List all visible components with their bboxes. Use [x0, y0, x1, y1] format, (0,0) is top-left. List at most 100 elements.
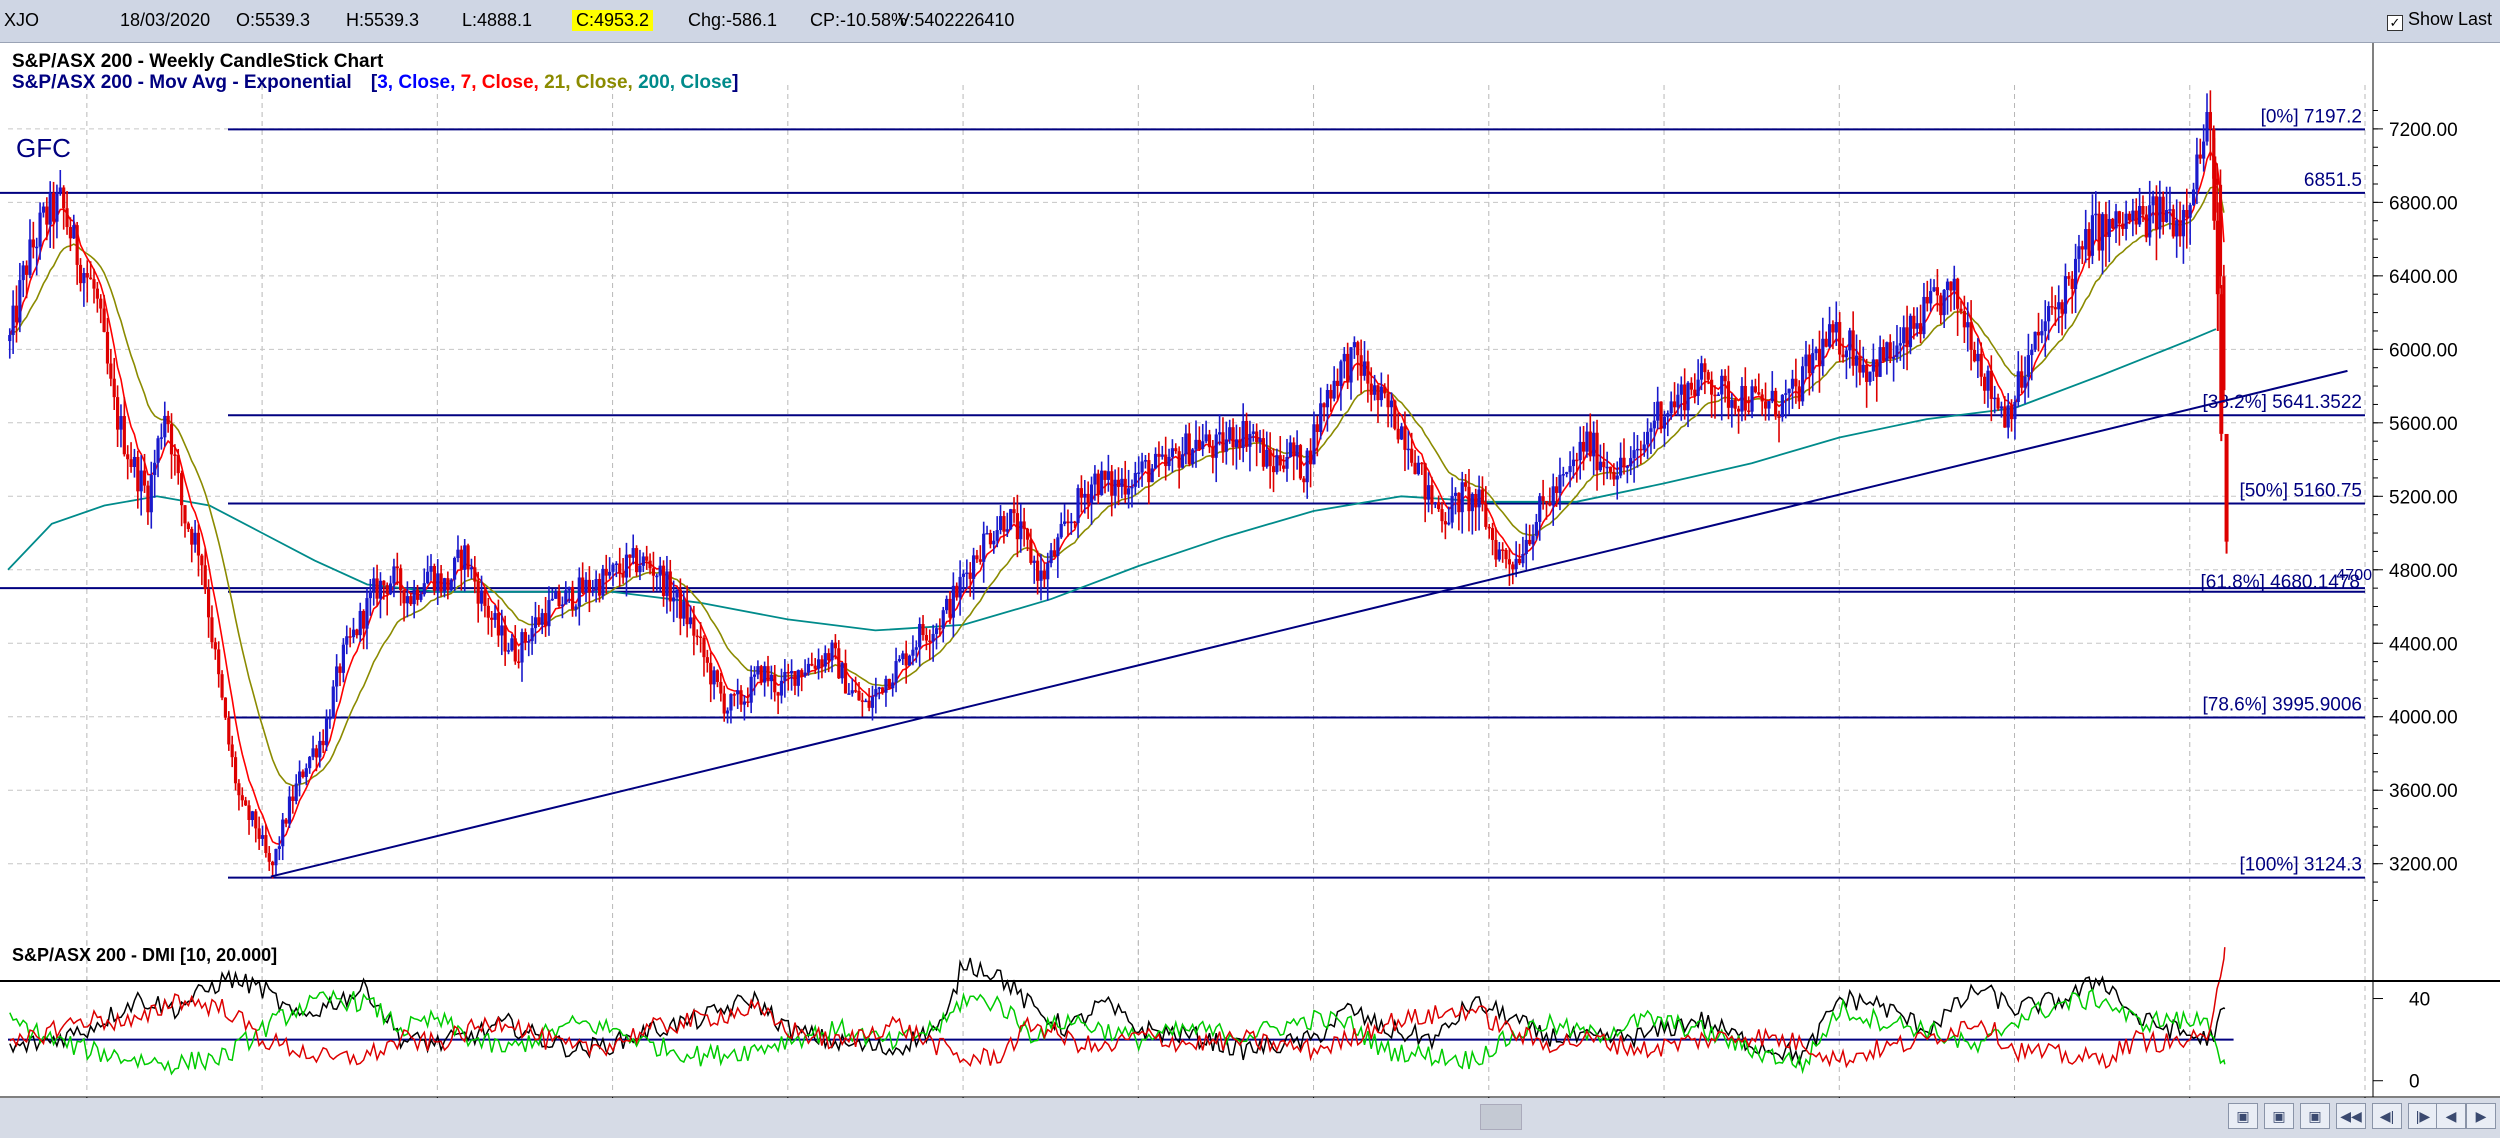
candle-body — [2168, 209, 2172, 211]
chart-canvas[interactable]: [0%] 7197.2 6851.5 [38.2%] 5641.3522 [50%] … — [0, 43, 2500, 1098]
candle-body — [864, 700, 868, 703]
checkbox-icon[interactable]: ✓ — [2386, 15, 2403, 31]
candle-body — [1524, 539, 1528, 555]
candle-body — [1848, 330, 1852, 351]
candle-body — [2202, 141, 2206, 159]
candle-body — [1531, 535, 1535, 545]
candle-body — [978, 559, 982, 562]
candle-body — [965, 572, 969, 575]
fib-label: [38.2%] 5641.3522 — [2202, 392, 2362, 413]
candle-body — [651, 568, 656, 576]
candle-body — [1487, 526, 1491, 529]
candle-body — [446, 578, 450, 591]
candle-body — [51, 192, 56, 222]
candle-body — [1605, 466, 1609, 469]
candle-body — [1127, 488, 1131, 495]
scrollbar-thumb[interactable] — [1480, 1104, 1522, 1130]
candle-body — [247, 805, 251, 820]
candle-body — [2178, 220, 2182, 237]
candle-body — [2131, 210, 2135, 221]
candle-body — [284, 819, 288, 824]
candle-body — [1110, 471, 1114, 496]
candle-body — [1817, 348, 1822, 367]
candle-body — [550, 598, 554, 601]
candle-body — [1854, 355, 1859, 366]
candle-body — [1807, 354, 1811, 374]
candle-body — [1801, 366, 1805, 402]
candle-body — [1025, 528, 1030, 540]
candle-body — [230, 744, 234, 758]
candle-body — [1699, 363, 1704, 380]
candle-body — [732, 694, 736, 696]
candle-body — [186, 523, 190, 529]
candle-body — [2040, 331, 2044, 336]
zoom-out-icon[interactable]: ▣ — [2228, 1103, 2258, 1129]
candle-body — [473, 567, 477, 582]
zoom-in-icon[interactable]: ▣ — [2264, 1103, 2294, 1129]
candle-body — [1352, 342, 1356, 348]
candle-body — [712, 670, 716, 685]
dmi-y-tick-label: 40 — [2409, 990, 2430, 1011]
candle-body — [193, 532, 197, 545]
candle-body — [739, 690, 743, 705]
candle-body — [1868, 371, 1872, 382]
candle-body — [2090, 215, 2095, 256]
zoom-fit-icon[interactable]: ▣ — [2300, 1103, 2330, 1129]
candle-body — [1308, 450, 1313, 465]
candle-body — [115, 397, 120, 430]
candle-body — [291, 796, 295, 801]
candle-body — [1164, 454, 1168, 467]
scroll-forward-icon[interactable]: ▶ — [2466, 1103, 2496, 1129]
scroll-back-icon[interactable]: ◀ — [2436, 1103, 2466, 1129]
candle-body — [335, 666, 339, 687]
candle-body — [1517, 558, 1522, 564]
candle-body — [1325, 390, 1330, 408]
ema7-path — [9, 149, 2225, 846]
scroll-first-icon[interactable]: ◀◀ — [2336, 1103, 2366, 1129]
candle-body — [308, 756, 312, 769]
candle-body — [1002, 516, 1006, 532]
candle-body — [648, 560, 652, 569]
candle-body — [1750, 386, 1754, 412]
candle-body — [1986, 370, 1990, 391]
candle-body — [452, 558, 457, 580]
y-tick-label: 6800.00 — [2389, 193, 2458, 214]
candle-body — [1723, 375, 1727, 382]
candle-body — [2148, 205, 2152, 238]
ma-legend-bracket-open: [ — [371, 72, 378, 93]
candle-body — [1426, 485, 1431, 500]
scroll-page-back-icon[interactable]: ◀| — [2372, 1103, 2402, 1129]
candle-body — [702, 637, 706, 658]
candle-body — [1726, 381, 1731, 408]
candle-body — [1679, 384, 1683, 395]
candle-body — [2208, 112, 2212, 129]
candle-body — [2134, 210, 2138, 225]
candle-body — [1093, 473, 1097, 485]
candle-body — [2188, 205, 2192, 218]
candle-body — [597, 578, 602, 596]
candle-body — [1369, 383, 1373, 395]
candle-body — [1770, 390, 1774, 402]
candle-body — [48, 192, 52, 225]
candle-body — [378, 580, 383, 599]
y-tick-label: 3600.00 — [2389, 781, 2458, 802]
candle-body — [500, 625, 504, 636]
scroll-page-forward-icon[interactable]: |▶ — [2408, 1103, 2438, 1129]
candle-body — [823, 653, 827, 667]
candle-body — [318, 740, 322, 758]
candle-body — [1878, 347, 1882, 377]
candle-body — [810, 663, 814, 666]
candle-body — [2198, 154, 2202, 159]
candle-body — [1191, 449, 1195, 465]
candle-body — [301, 771, 305, 777]
candle-body — [1797, 386, 1801, 402]
candle-body — [1514, 558, 1518, 570]
fib-label: 6851.5 — [2304, 170, 2362, 191]
candle-body — [1450, 495, 1454, 523]
candle-body — [1113, 479, 1117, 496]
candle-body — [281, 819, 285, 847]
y-tick-label: 5600.00 — [2389, 414, 2458, 435]
candle-body — [1982, 376, 1987, 391]
show-last-toggle[interactable]: ✓ Show Last — [2386, 9, 2492, 31]
candle-body — [21, 265, 25, 281]
